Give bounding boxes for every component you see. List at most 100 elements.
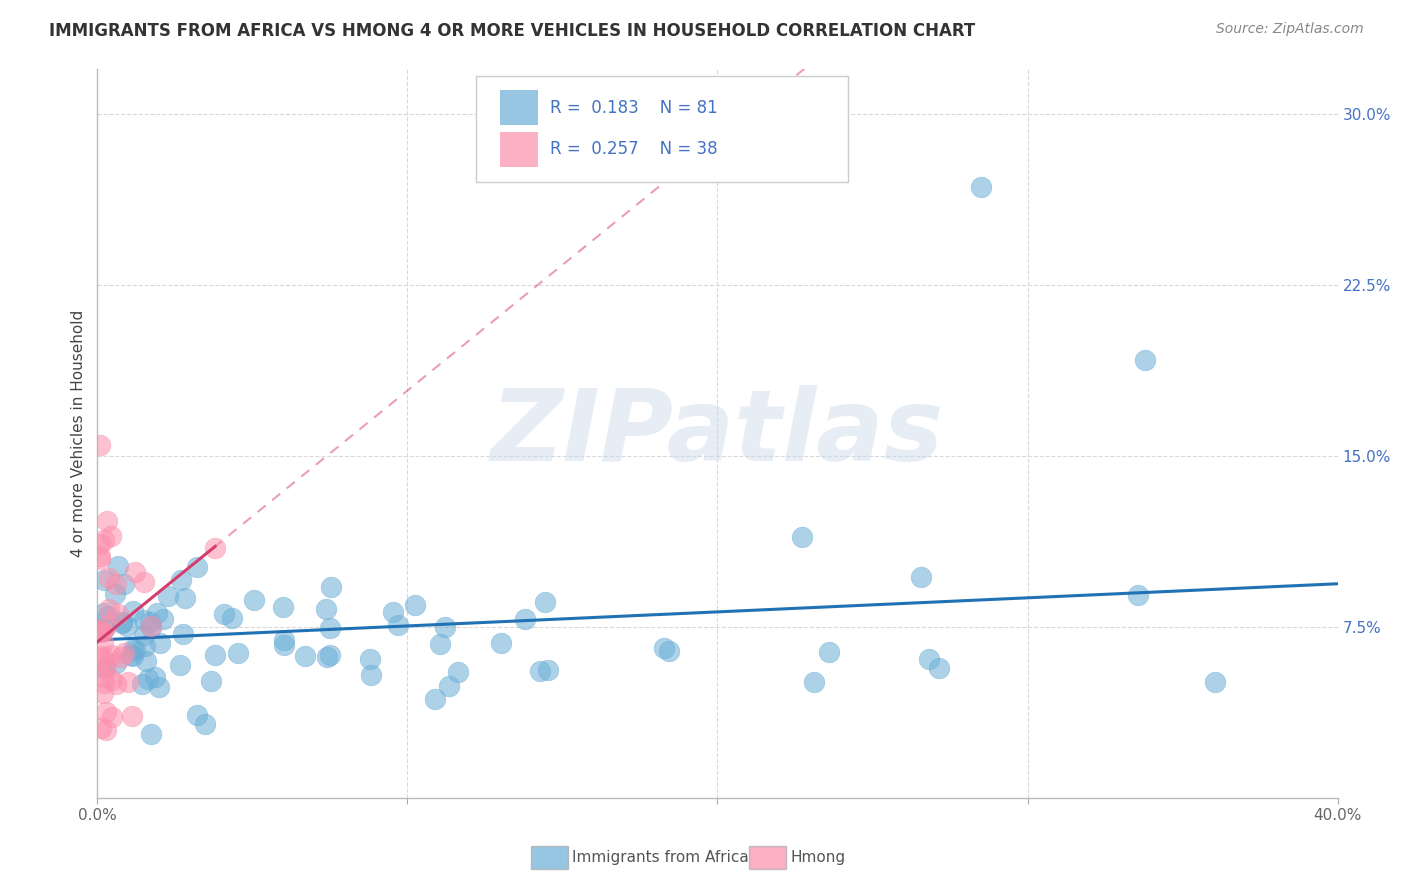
Immigrants from Africa — [110, 616, 132, 631]
Immigrants from Africa — [434, 620, 457, 634]
Immigrants from Africa — [122, 604, 145, 618]
Immigrants from Africa — [141, 727, 163, 741]
Hmong — [110, 649, 132, 664]
Hmong — [100, 529, 122, 543]
Hmong — [89, 549, 111, 564]
Hmong — [104, 677, 127, 691]
Y-axis label: 4 or more Vehicles in Household: 4 or more Vehicles in Household — [72, 310, 86, 557]
Immigrants from Africa — [212, 607, 235, 621]
Immigrants from Africa — [429, 637, 451, 651]
Immigrants from Africa — [315, 601, 337, 615]
Hmong — [89, 438, 111, 452]
Hmong — [105, 576, 128, 591]
Hmong — [98, 572, 121, 586]
Immigrants from Africa — [112, 577, 135, 591]
Immigrants from Africa — [387, 618, 409, 632]
Hmong — [93, 533, 115, 548]
Immigrants from Africa — [790, 530, 813, 544]
FancyBboxPatch shape — [475, 76, 848, 182]
Immigrants from Africa — [135, 654, 157, 668]
Hmong — [89, 551, 111, 566]
Immigrants from Africa — [93, 574, 115, 588]
Immigrants from Africa — [273, 633, 295, 648]
Immigrants from Africa — [124, 643, 146, 657]
Text: Hmong: Hmong — [790, 850, 845, 864]
Immigrants from Africa — [170, 574, 193, 588]
Hmong — [90, 625, 112, 640]
Hmong — [100, 710, 122, 724]
Immigrants from Africa — [186, 708, 208, 723]
Immigrants from Africa — [132, 628, 155, 642]
Immigrants from Africa — [157, 589, 180, 603]
Hmong — [132, 575, 155, 590]
Hmong — [94, 660, 117, 674]
Immigrants from Africa — [319, 648, 342, 662]
Immigrants from Africa — [132, 613, 155, 627]
Immigrants from Africa — [174, 591, 197, 606]
Immigrants from Africa — [423, 692, 446, 706]
Immigrants from Africa — [148, 680, 170, 694]
Immigrants from Africa — [93, 622, 115, 636]
Immigrants from Africa — [139, 620, 162, 634]
Immigrants from Africa — [382, 605, 405, 619]
Immigrants from Africa — [513, 612, 536, 626]
Hmong — [89, 624, 111, 639]
Hmong — [100, 673, 122, 687]
Immigrants from Africa — [111, 615, 134, 630]
Hmong — [124, 565, 146, 579]
Hmong — [112, 646, 135, 660]
Immigrants from Africa — [404, 598, 426, 612]
Text: Source: ZipAtlas.com: Source: ZipAtlas.com — [1216, 22, 1364, 37]
Immigrants from Africa — [172, 627, 194, 641]
Hmong — [94, 705, 117, 719]
Immigrants from Africa — [447, 665, 470, 679]
Immigrants from Africa — [970, 180, 993, 194]
Immigrants from Africa — [315, 649, 337, 664]
Hmong — [94, 723, 117, 737]
Hmong — [90, 651, 112, 665]
Hmong — [93, 636, 115, 650]
Immigrants from Africa — [104, 656, 127, 670]
Immigrants from Africa — [97, 608, 120, 623]
Hmong — [93, 656, 115, 670]
Immigrants from Africa — [533, 595, 555, 609]
Immigrants from Africa — [360, 668, 382, 682]
Hmong — [100, 648, 122, 663]
Immigrants from Africa — [146, 607, 169, 621]
Hmong — [141, 619, 163, 633]
Hmong — [93, 675, 115, 690]
Immigrants from Africa — [152, 612, 174, 626]
FancyBboxPatch shape — [501, 132, 537, 167]
Immigrants from Africa — [134, 639, 156, 653]
Hmong — [121, 708, 143, 723]
Immigrants from Africa — [271, 600, 294, 615]
Immigrants from Africa — [204, 648, 226, 662]
Immigrants from Africa — [186, 559, 208, 574]
Immigrants from Africa — [1135, 353, 1157, 368]
FancyBboxPatch shape — [501, 90, 537, 126]
Hmong — [117, 675, 139, 690]
Immigrants from Africa — [169, 657, 191, 672]
Immigrants from Africa — [243, 593, 266, 607]
Hmong — [90, 721, 112, 735]
Text: IMMIGRANTS FROM AFRICA VS HMONG 4 OR MORE VEHICLES IN HOUSEHOLD CORRELATION CHAR: IMMIGRANTS FROM AFRICA VS HMONG 4 OR MOR… — [49, 22, 976, 40]
Text: R =  0.183    N = 81: R = 0.183 N = 81 — [550, 99, 718, 117]
Immigrants from Africa — [803, 675, 825, 690]
Immigrants from Africa — [273, 638, 295, 652]
Immigrants from Africa — [221, 611, 243, 625]
Immigrants from Africa — [120, 648, 142, 662]
Hmong — [91, 686, 114, 700]
Immigrants from Africa — [1126, 588, 1149, 602]
Immigrants from Africa — [529, 664, 551, 678]
Text: Immigrants from Africa: Immigrants from Africa — [572, 850, 749, 864]
Immigrants from Africa — [131, 677, 153, 691]
Immigrants from Africa — [1204, 674, 1226, 689]
Immigrants from Africa — [104, 587, 127, 601]
Immigrants from Africa — [93, 660, 115, 674]
Immigrants from Africa — [122, 648, 145, 663]
Hmong — [107, 607, 129, 621]
Immigrants from Africa — [491, 636, 513, 650]
Hmong — [96, 618, 118, 632]
Immigrants from Africa — [121, 641, 143, 656]
Immigrants from Africa — [537, 663, 560, 677]
